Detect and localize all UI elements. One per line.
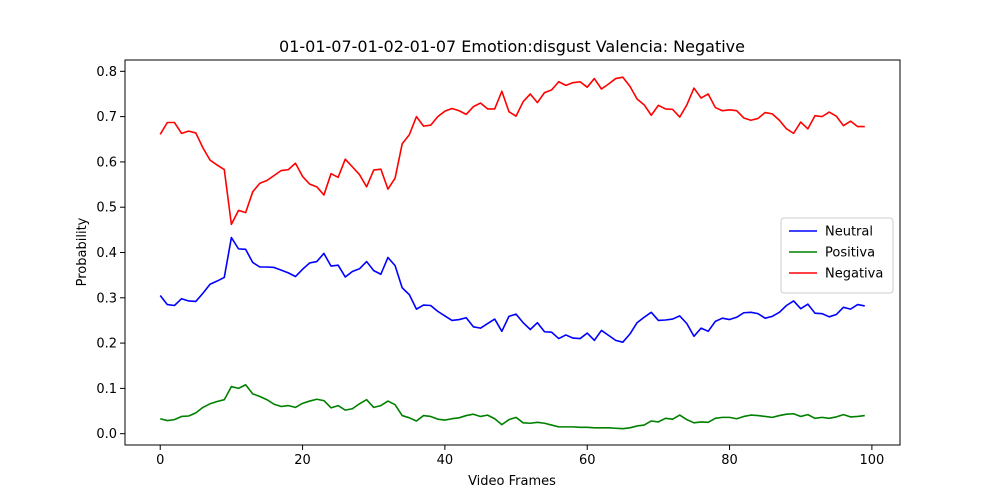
x-axis-label: Video Frames [468, 474, 556, 489]
x-tick-label: 40 [437, 453, 454, 468]
y-tick-label: 0.8 [96, 65, 117, 80]
legend: Neutral Positiva Negativa [780, 217, 894, 294]
x-tick-label: 20 [294, 453, 311, 468]
series-layer [159, 76, 865, 430]
legend-label-neutral: Neutral [825, 225, 873, 240]
legend-box [780, 217, 894, 294]
series-line-neutral [159, 236, 865, 343]
y-tick-label: 0.4 [96, 246, 117, 261]
x-axis: 0 20 40 60 80 100 [156, 445, 884, 468]
y-tick-label: 0.3 [96, 291, 117, 306]
legend-label-negativa: Negativa [825, 267, 883, 282]
legend-label-positiva: Positiva [825, 246, 875, 261]
series-line-positiva [160, 383, 865, 430]
y-tick-label: 0.2 [96, 337, 117, 352]
y-tick-label: 0.6 [96, 155, 117, 170]
x-tick-label: 0 [156, 453, 164, 468]
y-axis: 0.0 0.1 0.2 0.3 0.4 0.5 0.6 0.7 0.8 [96, 65, 125, 442]
x-tick-label: 100 [859, 453, 884, 468]
x-tick-label: 80 [721, 453, 738, 468]
x-tick-label: 60 [579, 453, 596, 468]
y-tick-label: 0.7 [96, 110, 117, 125]
series-line-negativa [159, 76, 865, 226]
y-tick-label: 0.5 [96, 201, 117, 216]
chart-title: 01-01-07-01-02-01-07 Emotion:disgust Val… [279, 37, 745, 56]
y-tick-label: 0.1 [96, 382, 117, 397]
y-tick-label: 0.0 [96, 427, 117, 442]
y-axis-label: Probability [75, 217, 90, 286]
